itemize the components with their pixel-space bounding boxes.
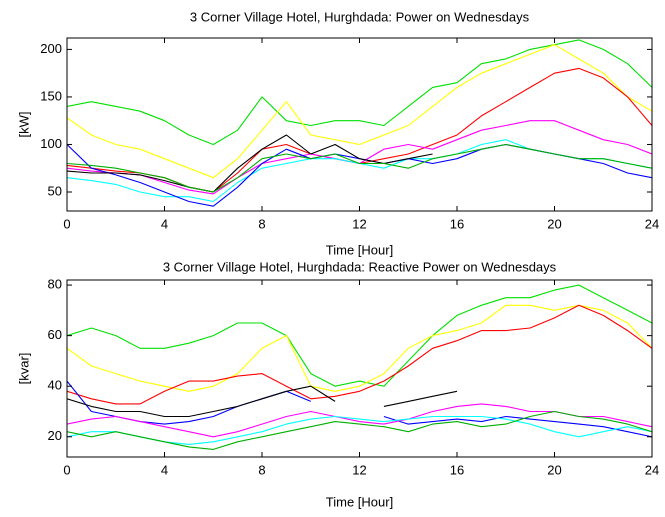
chart-title: 3 Corner Village Hotel, Hurghdada: Power… — [190, 9, 530, 24]
data-line — [67, 120, 652, 195]
subplot: 3 Corner Village Hotel, Hurghdada: React… — [16, 259, 659, 509]
x-tick-label: 24 — [645, 462, 659, 477]
data-line — [67, 410, 652, 450]
x-tick-label: 16 — [450, 216, 464, 231]
x-tick-label: 8 — [258, 216, 265, 231]
data-line — [67, 67, 652, 193]
axes-frame — [66, 279, 653, 458]
data-line — [67, 143, 652, 193]
x-tick-label: 0 — [63, 462, 70, 477]
x-tick-label: 0 — [63, 216, 70, 231]
y-tick-label: 40 — [48, 378, 62, 393]
data-line — [67, 304, 652, 392]
y-tick-label: 80 — [48, 276, 62, 291]
y-tick-label: 60 — [48, 327, 62, 342]
data-line — [67, 284, 652, 387]
data-line — [67, 380, 652, 438]
data-line — [67, 385, 458, 418]
data-line — [67, 403, 652, 438]
y-tick-label: 200 — [40, 41, 62, 56]
x-tick-label: 12 — [352, 462, 366, 477]
data-line — [67, 134, 433, 193]
x-tick-label: 4 — [161, 216, 168, 231]
y-tick-label: 100 — [40, 136, 62, 151]
subplot: 3 Corner Village Hotel, Hurghdada: Power… — [16, 9, 659, 257]
x-tick-label: 20 — [547, 462, 561, 477]
y-tick-label: 50 — [48, 183, 62, 198]
x-axis-label: Time [Hour] — [326, 242, 393, 257]
y-axis-label: [kvar] — [16, 353, 31, 385]
y-axis-label: [kW] — [16, 112, 31, 138]
chart-title: 3 Corner Village Hotel, Hurghdada: React… — [163, 259, 557, 274]
data-line — [67, 139, 652, 203]
x-tick-label: 20 — [547, 216, 561, 231]
data-line — [67, 44, 652, 179]
data-line — [67, 39, 652, 146]
x-tick-label: 16 — [450, 462, 464, 477]
x-axis-label: Time [Hour] — [326, 494, 393, 509]
data-line — [67, 304, 652, 405]
x-tick-label: 24 — [645, 216, 659, 231]
x-tick-label: 8 — [258, 462, 265, 477]
x-tick-label: 12 — [352, 216, 366, 231]
x-tick-label: 4 — [161, 462, 168, 477]
y-tick-label: 150 — [40, 88, 62, 103]
y-tick-label: 20 — [48, 428, 62, 443]
